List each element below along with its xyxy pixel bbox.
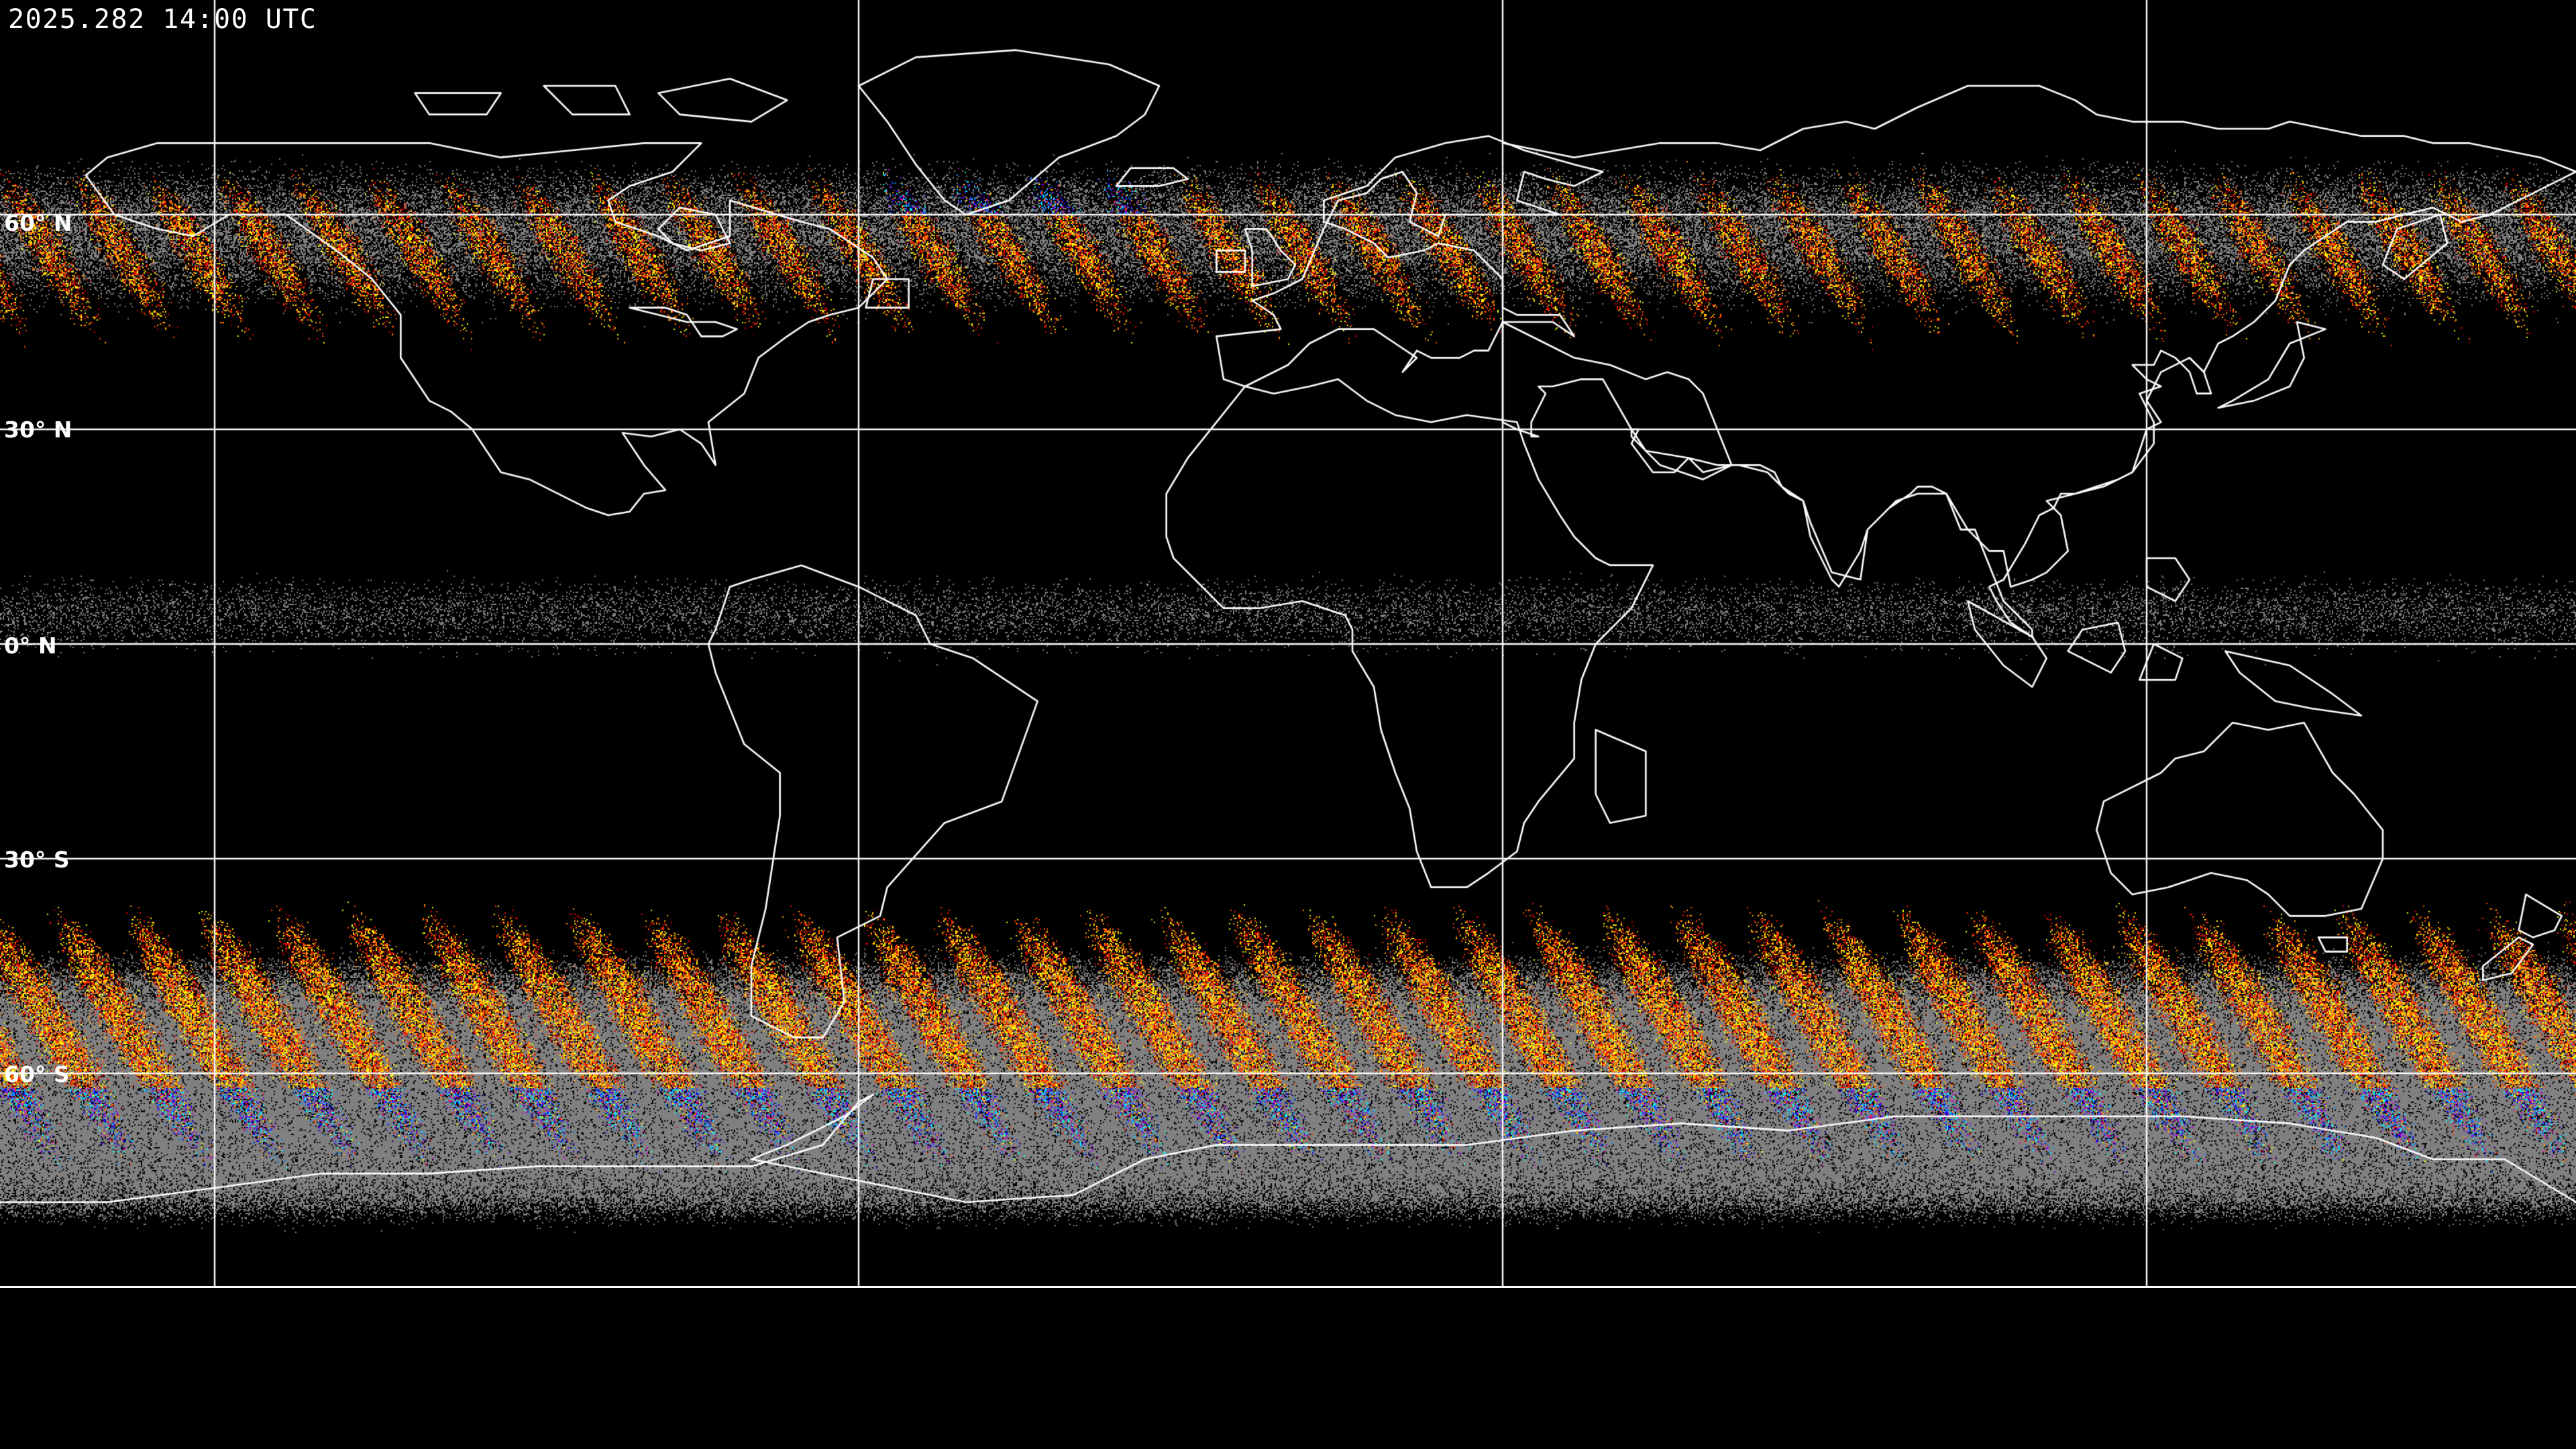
- map-bottom-border: [0, 1286, 2576, 1288]
- legend-panel: SLW Large Drop Index 13.5-16 16-19 19-22…: [0, 1288, 2576, 1449]
- latitude-label-60n: 60° N: [4, 210, 72, 236]
- latitude-label-30n: 30° N: [4, 417, 72, 443]
- latitude-label-30s: 30° S: [4, 847, 70, 873]
- global-map-panel[interactable]: 2025.282 14:00 UTC 60° N 30° N 0° N 30° …: [0, 0, 2576, 1288]
- timestamp-overlay: 2025.282 14:00 UTC: [8, 4, 317, 35]
- latitude-label-0n: 0° N: [4, 633, 57, 659]
- latitude-label-60s: 60° S: [4, 1061, 70, 1087]
- map-raster-canvas[interactable]: [0, 0, 2576, 1288]
